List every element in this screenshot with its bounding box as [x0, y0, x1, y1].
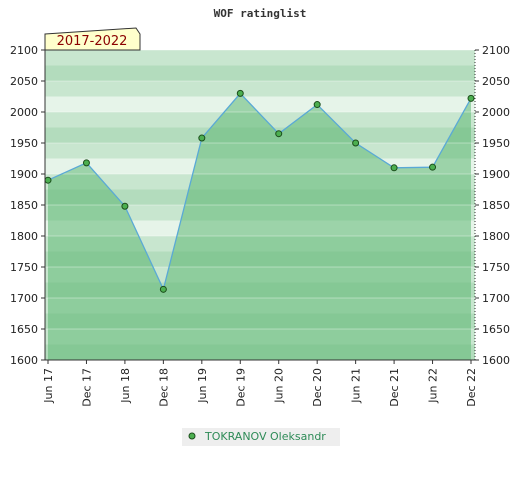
- y-tick-label-left: 1850: [10, 199, 38, 212]
- y-tick-label-right: 1650: [482, 323, 510, 336]
- series-layer: [44, 89, 475, 293]
- period-badge: 2017-2022: [44, 27, 141, 51]
- y-tick-label-left: 1650: [10, 323, 38, 336]
- y-tick-label-left: 1900: [10, 168, 38, 181]
- data-point: [313, 101, 321, 109]
- y-tick-label-left: 2100: [10, 44, 38, 57]
- x-tick-label: Dec 19: [234, 368, 247, 407]
- x-tick-label: Jun 18: [119, 368, 132, 404]
- data-point: [352, 139, 360, 147]
- y-tick-label-right: 2000: [482, 106, 510, 119]
- y-tick-label-right: 1900: [482, 168, 510, 181]
- y-tick-label-right: 1700: [482, 292, 510, 305]
- y-tick-label-left: 1600: [10, 354, 38, 367]
- grid-lines: [45, 49, 475, 361]
- y-tick-label-left: 1700: [10, 292, 38, 305]
- x-tick-label: Jun 20: [273, 368, 286, 404]
- series-line: [47, 92, 472, 292]
- data-point: [429, 163, 437, 171]
- y-axis-right-ticks: 1600 1650 1700 1750 1800 1850 1900 1950 2000 2050…: [482, 44, 510, 367]
- area-fill: [48, 93, 471, 361]
- x-tick-label: Dec 18: [157, 368, 170, 407]
- x-tick-label: Jun 21: [350, 368, 363, 404]
- legend-series-name: TOKRANOV Oleksandr: [204, 430, 326, 443]
- x-tick-label: Jun 17: [42, 368, 55, 404]
- data-point: [44, 176, 52, 184]
- axes: [41, 49, 479, 364]
- y-tick-label-right: 1800: [482, 230, 510, 243]
- legend-marker: [188, 432, 196, 440]
- y-tick-label-left: 2000: [10, 106, 38, 119]
- background-band-light: [45, 96, 475, 112]
- x-tick-label: Dec 17: [80, 368, 93, 407]
- y-tick-label-right: 2050: [482, 75, 510, 88]
- y-tick-label-left: 2050: [10, 75, 38, 88]
- y-tick-label-right: 2100: [482, 44, 510, 57]
- data-point: [159, 285, 167, 293]
- data-point: [121, 202, 129, 210]
- chart-title: WOF ratinglist: [214, 7, 307, 20]
- background-band: [45, 81, 475, 97]
- period-badge-shape: [44, 27, 141, 51]
- data-point: [467, 94, 475, 102]
- legend-box: [182, 428, 340, 446]
- data-point: [198, 134, 206, 142]
- y-tick-label-right: 1750: [482, 261, 510, 274]
- x-tick-label: Jun 22: [427, 368, 440, 404]
- y-tick-label-left: 1950: [10, 137, 38, 150]
- y-tick-label-left: 1750: [10, 261, 38, 274]
- x-tick-label: Dec 21: [388, 368, 401, 407]
- period-label: 2017-2022: [57, 34, 128, 49]
- x-tick-label: Dec 22: [465, 368, 478, 407]
- background-band: [45, 50, 475, 66]
- y-tick-label-right: 1600: [482, 354, 510, 367]
- rating-area: [48, 93, 471, 361]
- data-point: [275, 130, 283, 138]
- background-band: [45, 65, 475, 81]
- data-point: [390, 164, 398, 172]
- data-point: [236, 89, 244, 97]
- data-point: [82, 159, 90, 167]
- legend: TOKRANOV Oleksandr: [182, 428, 340, 446]
- x-axis-ticks: Jun 17 Dec 17 Jun 18 Dec 18 Jun 19 Dec 19 Jun …: [42, 368, 478, 407]
- y-tick-label-right: 1850: [482, 199, 510, 212]
- y-axis-left-ticks: 1600 1650 1700 1750 1800 1850 1900 1950 2000 2050…: [10, 44, 38, 367]
- x-tick-label: Jun 19: [196, 368, 209, 404]
- y-tick-label-right: 1950: [482, 137, 510, 150]
- y-tick-label-left: 1800: [10, 230, 38, 243]
- x-tick-label: Dec 20: [311, 368, 324, 407]
